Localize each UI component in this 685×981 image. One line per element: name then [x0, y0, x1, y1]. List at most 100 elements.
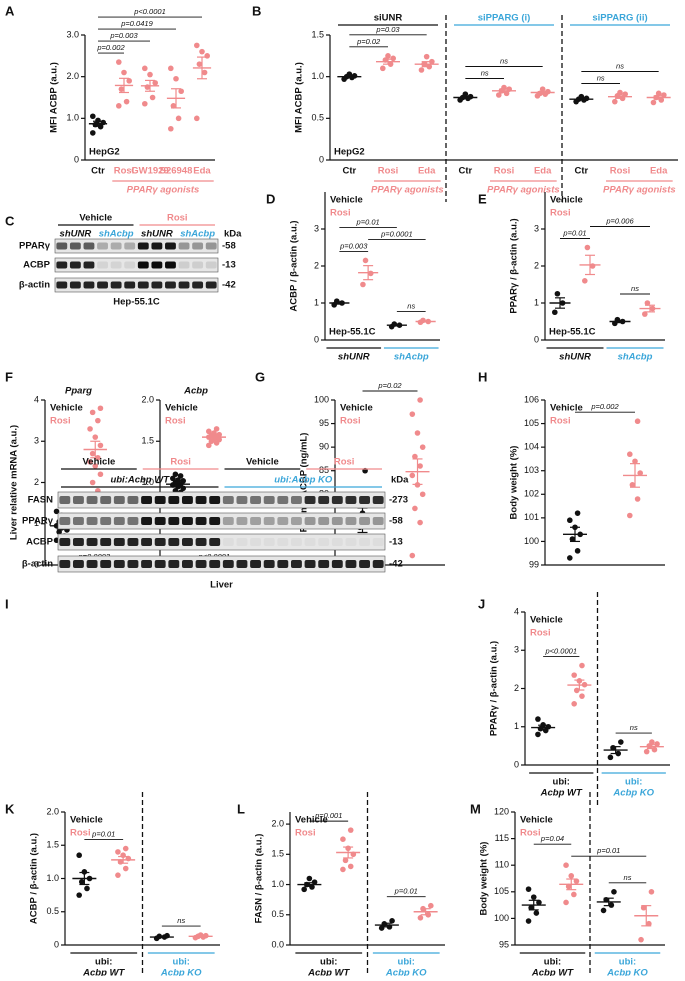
y-tick-label: 0: [54, 939, 59, 949]
blot-band: [304, 496, 316, 504]
blot-header: Rosi: [170, 457, 191, 468]
data-point: [579, 662, 585, 669]
blot-subheader: shUNR: [60, 229, 92, 240]
blot-band: [359, 517, 371, 525]
blot-band: [154, 538, 166, 546]
data-point: [142, 100, 148, 107]
panel-letter: E: [478, 191, 487, 206]
blot-band: [205, 261, 217, 269]
blot-band: [97, 242, 108, 250]
blot-band: [83, 261, 95, 269]
y-tick-label: 2.0: [141, 394, 154, 404]
y-axis-label: Body weight (%): [509, 446, 520, 520]
y-tick-label: 2: [514, 683, 519, 693]
blot-row-label: β-actin: [22, 559, 53, 570]
data-point: [115, 849, 121, 855]
kda-label: kDa: [391, 475, 409, 486]
y-tick-label: 106: [524, 394, 539, 404]
blot-band: [181, 517, 193, 525]
y-axis-label: ACBP / β-actin (a.u.): [289, 220, 300, 311]
blot-band: [222, 560, 234, 568]
panel-letter: K: [5, 801, 15, 816]
y-tick-label: 100: [494, 913, 509, 923]
blot-band: [345, 496, 357, 504]
data-point: [89, 479, 96, 486]
data-point: [126, 78, 132, 84]
data-point: [206, 428, 212, 435]
blot-band: [331, 560, 343, 568]
data-point: [644, 300, 651, 306]
data-point: [530, 894, 537, 900]
significance-label: p=0.01: [356, 217, 380, 226]
y-tick-label: 4: [34, 394, 39, 404]
data-point: [342, 857, 349, 864]
subplot-title: Acbp: [183, 386, 208, 397]
y-tick-label: 100: [314, 394, 329, 404]
data-point: [412, 505, 418, 512]
blot-band: [154, 517, 166, 525]
blot-band: [290, 560, 302, 568]
significance-label: ns: [597, 73, 605, 82]
data-point: [571, 701, 577, 707]
group-label: Acbp KO: [606, 968, 648, 976]
significance-label: p=0.001: [314, 811, 342, 820]
panel-letter: G: [255, 369, 265, 384]
blot-band: [195, 517, 207, 525]
blot-band: [195, 560, 207, 568]
blot-band: [151, 261, 163, 269]
blot-band: [192, 281, 204, 289]
data-point: [600, 907, 607, 914]
data-point: [428, 902, 434, 909]
legend-entry: Rosi: [340, 416, 361, 427]
x-tick-label: Rosi: [494, 166, 515, 177]
y-axis-label: Body weight (%): [479, 842, 490, 916]
legend-entry: Rosi: [50, 416, 71, 427]
data-point: [579, 693, 585, 699]
blot-kda: -13: [389, 537, 403, 548]
blot-band: [127, 496, 139, 504]
blot-subheader: shUNR: [141, 229, 173, 240]
significance-label: p=0.01: [91, 830, 115, 839]
data-point: [89, 409, 96, 416]
y-tick-label: 1.5: [311, 29, 324, 39]
blot-band: [250, 517, 262, 525]
blot-band: [372, 538, 384, 546]
data-point: [90, 130, 96, 136]
group-label: Acbp WT: [540, 788, 583, 799]
data-point: [640, 904, 647, 911]
blot-header: Vehicle: [246, 457, 279, 468]
data-point: [367, 270, 374, 277]
blot-band: [100, 517, 112, 525]
blot-band: [110, 261, 122, 269]
blot-band: [100, 560, 112, 568]
blot-row-label: PPARγ: [19, 241, 51, 252]
data-point: [340, 866, 346, 873]
panel-letter: F: [5, 369, 13, 384]
blot-band: [318, 560, 330, 568]
data-point: [170, 475, 176, 482]
x-tick-label: Rosi: [114, 166, 135, 177]
blot-kda: -58: [389, 516, 403, 527]
group-label: Acbp WT: [307, 968, 350, 976]
data-point: [175, 477, 181, 483]
blot-band: [209, 560, 221, 568]
blot-band: [110, 281, 122, 289]
legend-entry: Vehicle: [550, 195, 583, 206]
blot-kda: -58: [222, 241, 236, 252]
y-tick-label: 0: [514, 759, 519, 769]
blot-band: [165, 281, 176, 289]
y-tick-label: 1.5: [141, 436, 154, 446]
section-title: siPPARG (i): [478, 13, 531, 24]
data-point: [618, 739, 624, 745]
blot-band: [59, 496, 71, 504]
y-tick-label: 0.5: [271, 909, 284, 919]
data-point: [347, 863, 354, 870]
legend-entry: Rosi: [70, 828, 91, 839]
panel-note: Hep-55.1C: [329, 327, 376, 338]
data-point: [417, 463, 423, 469]
blot-band: [263, 560, 275, 568]
blot-band: [304, 517, 316, 525]
data-point: [533, 910, 540, 916]
blot-kda: -13: [222, 260, 236, 271]
data-point: [612, 98, 618, 105]
